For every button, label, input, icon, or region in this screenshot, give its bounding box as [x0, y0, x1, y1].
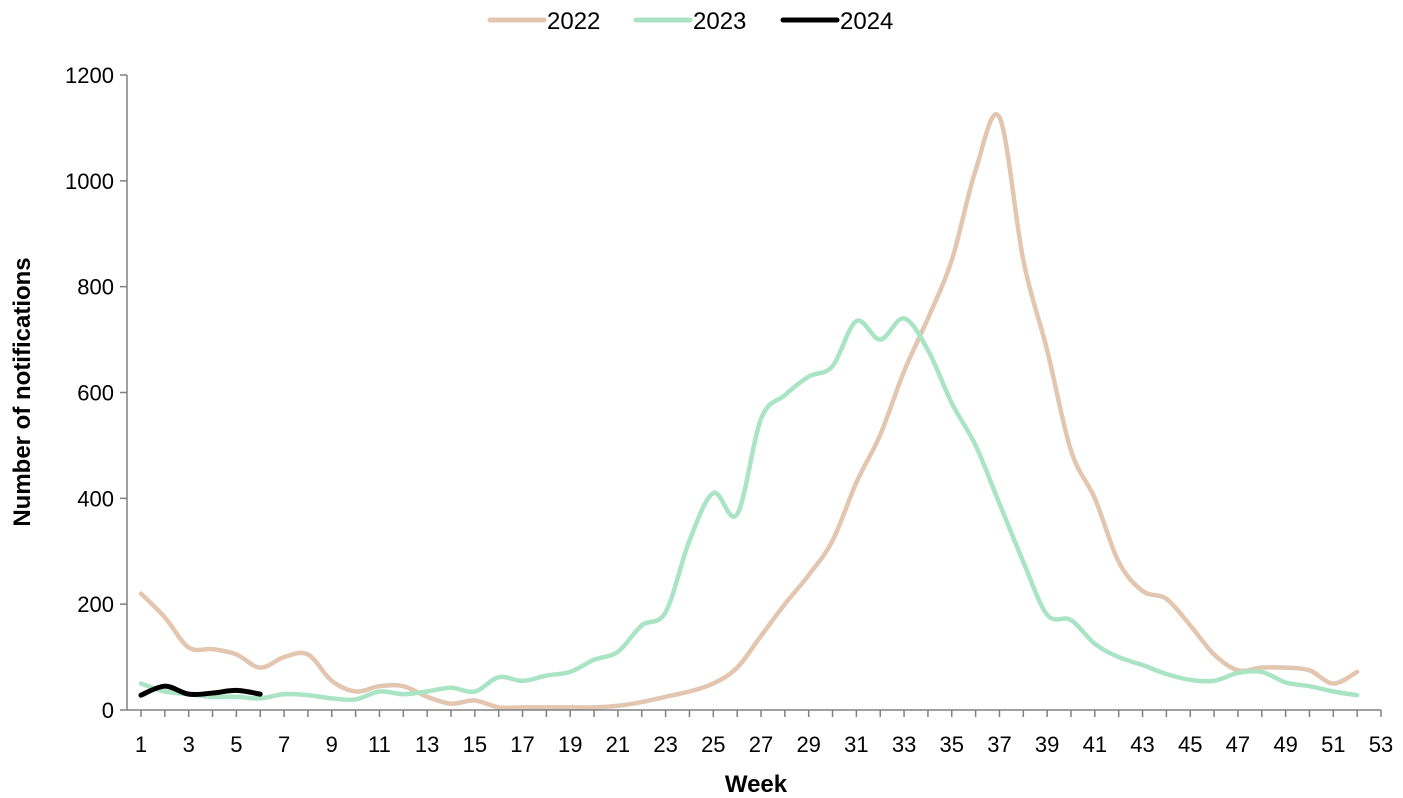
y-tick-label: 1200	[65, 63, 114, 88]
x-tick-label: 53	[1369, 732, 1393, 757]
x-tick-label: 23	[653, 732, 677, 757]
series-line-2023	[138, 316, 1360, 703]
y-tick-label: 200	[77, 592, 114, 617]
y-tick-label: 0	[102, 698, 114, 723]
x-tick-label: 43	[1130, 732, 1154, 757]
x-tick-label: 17	[510, 732, 534, 757]
y-tick-label: 1000	[65, 169, 114, 194]
x-tick-label: 19	[558, 732, 582, 757]
legend: 2022 2023 2024	[487, 8, 893, 35]
y-tick-label: 600	[77, 381, 114, 406]
y-axis-title: Number of notifications	[9, 257, 36, 526]
x-tick-label: 21	[606, 732, 630, 757]
x-tick-label: 39	[1035, 732, 1059, 757]
x-tick-label: 25	[701, 732, 725, 757]
x-tick-label: 29	[796, 732, 820, 757]
x-tick-label: 3	[183, 732, 195, 757]
x-tick-label: 33	[892, 732, 916, 757]
x-tick-label: 27	[749, 732, 773, 757]
x-tick-label: 37	[987, 732, 1011, 757]
series-layer	[138, 112, 1360, 711]
y-tick-label: 400	[77, 486, 114, 511]
legend-label-2022: 2022	[547, 8, 600, 35]
x-tick-label: 35	[940, 732, 964, 757]
x-tick-label: 1	[135, 732, 147, 757]
x-tick-label: 31	[844, 732, 868, 757]
x-axis-title: Week	[725, 771, 788, 798]
x-tick-label: 7	[278, 732, 290, 757]
legend-label-2024: 2024	[840, 8, 893, 35]
legend-label-2023: 2023	[693, 8, 746, 35]
x-tick-label: 45	[1178, 732, 1202, 757]
series-line-2022	[138, 112, 1360, 711]
x-tick-label: 11	[368, 732, 391, 757]
x-tick-label: 13	[415, 732, 439, 757]
x-tick-label: 51	[1321, 732, 1345, 757]
y-tick-label: 800	[77, 275, 114, 300]
x-tick-label: 47	[1226, 732, 1250, 757]
x-tick-label: 49	[1273, 732, 1297, 757]
x-tick-label: 15	[463, 732, 487, 757]
x-tick-label: 9	[326, 732, 338, 757]
series-line-2024	[138, 683, 263, 698]
x-tick-label: 41	[1083, 732, 1107, 757]
x-tick-label: 5	[230, 732, 242, 757]
